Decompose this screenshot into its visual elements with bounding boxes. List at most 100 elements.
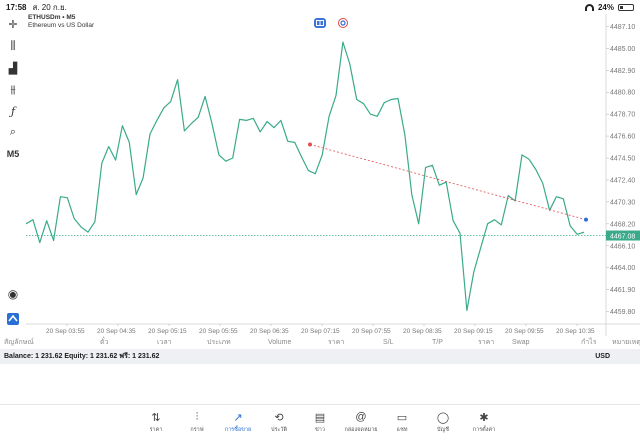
wifi-icon [584, 3, 594, 11]
tab-chat[interactable]: ▭ แชท [382, 405, 423, 447]
price-axis-label: 4478.70 [610, 112, 635, 119]
objects-icon[interactable]: ⌕ [9, 125, 17, 138]
trade-icon: ↗ [233, 411, 243, 424]
one-click-buy-button[interactable] [338, 18, 348, 28]
current-price-tag [606, 230, 640, 241]
column-header[interactable]: หมายเหตุ [612, 339, 640, 346]
chart-candles-icon: ⫶ [195, 410, 199, 423]
tab-label: ข่าว [315, 427, 325, 433]
column-header[interactable]: สัญลักษณ์ [4, 339, 34, 346]
current-price-label: 4467.08 [610, 234, 635, 241]
price-axis-label: 4480.80 [610, 90, 635, 97]
tab-label: แชท [396, 427, 408, 433]
time-axis-label: 20 Sep 05:55 [199, 328, 238, 335]
column-header[interactable]: เวลา [157, 339, 172, 346]
symbol-label: ETHUSDm • M5 [28, 14, 76, 21]
time-axis-label: 20 Sep 05:15 [148, 328, 187, 335]
tab-news[interactable]: ▤ ข่าว [300, 405, 341, 447]
one-click-sell-button[interactable] [314, 18, 326, 28]
column-header[interactable]: ประเภท [207, 339, 231, 346]
balance-currency: USD [595, 353, 610, 360]
chat-icon: ▭ [396, 411, 408, 424]
price-axis-label: 4474.50 [610, 156, 635, 163]
news-icon: ▤ [314, 411, 326, 424]
trend-line[interactable] [309, 144, 587, 221]
price-axis-label: 4461.90 [610, 287, 635, 294]
balance-text: Balance: 1 231.62 Equity: 1 231.62 ฟรี: … [4, 353, 160, 360]
price-axis-label: 4487.10 [610, 24, 635, 31]
status-bar: 17:58 ส. 20 ก.ย. 24% [0, 0, 640, 14]
candles-icon[interactable]: ⫼ [10, 39, 16, 52]
tab-label: การตั้งค่า [472, 427, 496, 433]
history-icon: ⟲ [274, 411, 284, 424]
timeframe-button[interactable]: M5 [6, 149, 20, 159]
status-date: ส. 20 ก.ย. [32, 2, 67, 12]
status-right: 24% [584, 2, 634, 12]
column-header[interactable]: ราคา [478, 339, 495, 346]
price-chart[interactable]: 4487.10 4485.00 4482.90 4480.80 4478.70 4476.… [26, 14, 640, 336]
price-axis-label: 4485.00 [610, 46, 635, 53]
price-axis-label: 4459.80 [610, 309, 635, 316]
chart-header: ETHUSDm • M5 Ethereum vs US Dollar [28, 14, 94, 30]
price-axis-label: 4464.00 [610, 265, 635, 272]
mailbox-icon: @ [355, 411, 367, 423]
time-axis-label: 20 Sep 03:55 [46, 328, 85, 335]
bottom-tab-bar: ⇅ ราคา ⫶ กราฟ ↗ การซื้อขาย ⟲ ประวัติ ▤ ข่าว @ กล่อง… [0, 404, 640, 447]
tab-history[interactable]: ⟲ ประวัติ [259, 405, 300, 447]
chart-area[interactable]: ETHUSDm • M5 Ethereum vs US Dollar 4487.… [26, 14, 640, 336]
account-icon: ◯ [436, 411, 450, 424]
column-header[interactable]: Swap [512, 339, 530, 346]
bar-chart-icon[interactable]: ▟ [8, 62, 18, 75]
time-axis-label: 20 Sep 08:35 [403, 328, 442, 335]
tab-mailbox[interactable]: @ กล่องจดหมาย [341, 405, 382, 447]
battery-percent: 24% [597, 2, 614, 12]
tab-trade[interactable]: ↗ การซื้อขาย [218, 405, 259, 447]
tab-quotes[interactable]: ⇅ ราคา [136, 405, 177, 447]
price-axis-label: 4476.60 [610, 134, 635, 141]
column-header[interactable]: Volume [268, 339, 292, 346]
time-axis-label: 20 Sep 09:55 [505, 328, 544, 335]
column-header[interactable]: ตั๋ว [100, 339, 109, 346]
column-header[interactable]: กำไร [581, 339, 597, 346]
balance-row: Balance: 1 231.62 Equity: 1 231.62 ฟรี: … [0, 349, 640, 364]
chart-toolbar: ✛ ⫼ ▟ ⫵ ƒ ⌕ M5 ◉ [0, 14, 26, 334]
trade-table-header: สัญลักษณ์ ตั๋ว เวลา ประเภท Volume ราคา S/L T/P ร… [0, 336, 640, 349]
price-axis-label: 4470.30 [610, 199, 635, 206]
time-axis-label: 20 Sep 04:35 [97, 328, 136, 335]
tab-label: ประวัติ [270, 427, 288, 433]
crosshair-icon[interactable]: ✛ [8, 18, 18, 31]
price-axis-label: 4468.20 [610, 221, 635, 228]
status-time: 17:58 [6, 2, 27, 12]
time-axis-label: 20 Sep 06:35 [250, 328, 289, 335]
column-header[interactable]: S/L [383, 339, 394, 346]
tab-label: ราคา [149, 427, 163, 433]
time-axis-label: 20 Sep 07:55 [352, 328, 391, 335]
indicators-icon[interactable]: ⫵ [10, 83, 16, 96]
price-line-series [26, 41, 585, 312]
time-axis-label: 20 Sep 10:35 [556, 328, 595, 335]
tab-label: บัญชี [437, 427, 449, 433]
zoom-icon[interactable]: ◉ [7, 287, 19, 301]
tab-label: กล่องจดหมาย [344, 427, 378, 433]
tab-account[interactable]: ◯ บัญชี [423, 405, 464, 447]
symbol-description: Ethereum vs US Dollar [28, 22, 95, 29]
battery-icon [618, 3, 634, 11]
column-header[interactable]: T/P [432, 339, 443, 346]
price-axis-label: 4466.10 [610, 243, 635, 250]
app-logo-icon [4, 311, 22, 327]
column-header[interactable]: ราคา [328, 339, 345, 346]
trend-line-handle-start[interactable] [308, 142, 312, 147]
tab-settings[interactable]: ✱ การตั้งค่า [464, 405, 505, 447]
time-axis-label: 20 Sep 07:15 [301, 328, 340, 335]
tab-chart-candles[interactable]: ⫶ กราฟ [177, 405, 218, 447]
price-axis-label: 4482.90 [610, 68, 635, 75]
price-axis-label: 4472.40 [610, 177, 635, 184]
tab-label: การซื้อขาย [224, 427, 252, 433]
function-icon[interactable]: ƒ [10, 104, 16, 118]
quotes-icon: ⇅ [151, 411, 161, 424]
trend-line-handle-end[interactable] [584, 217, 588, 222]
time-axis-label: 20 Sep 09:15 [454, 328, 493, 335]
settings-icon: ✱ [479, 411, 489, 424]
tab-label: กราฟ [190, 427, 204, 433]
one-click-trading [314, 18, 348, 28]
